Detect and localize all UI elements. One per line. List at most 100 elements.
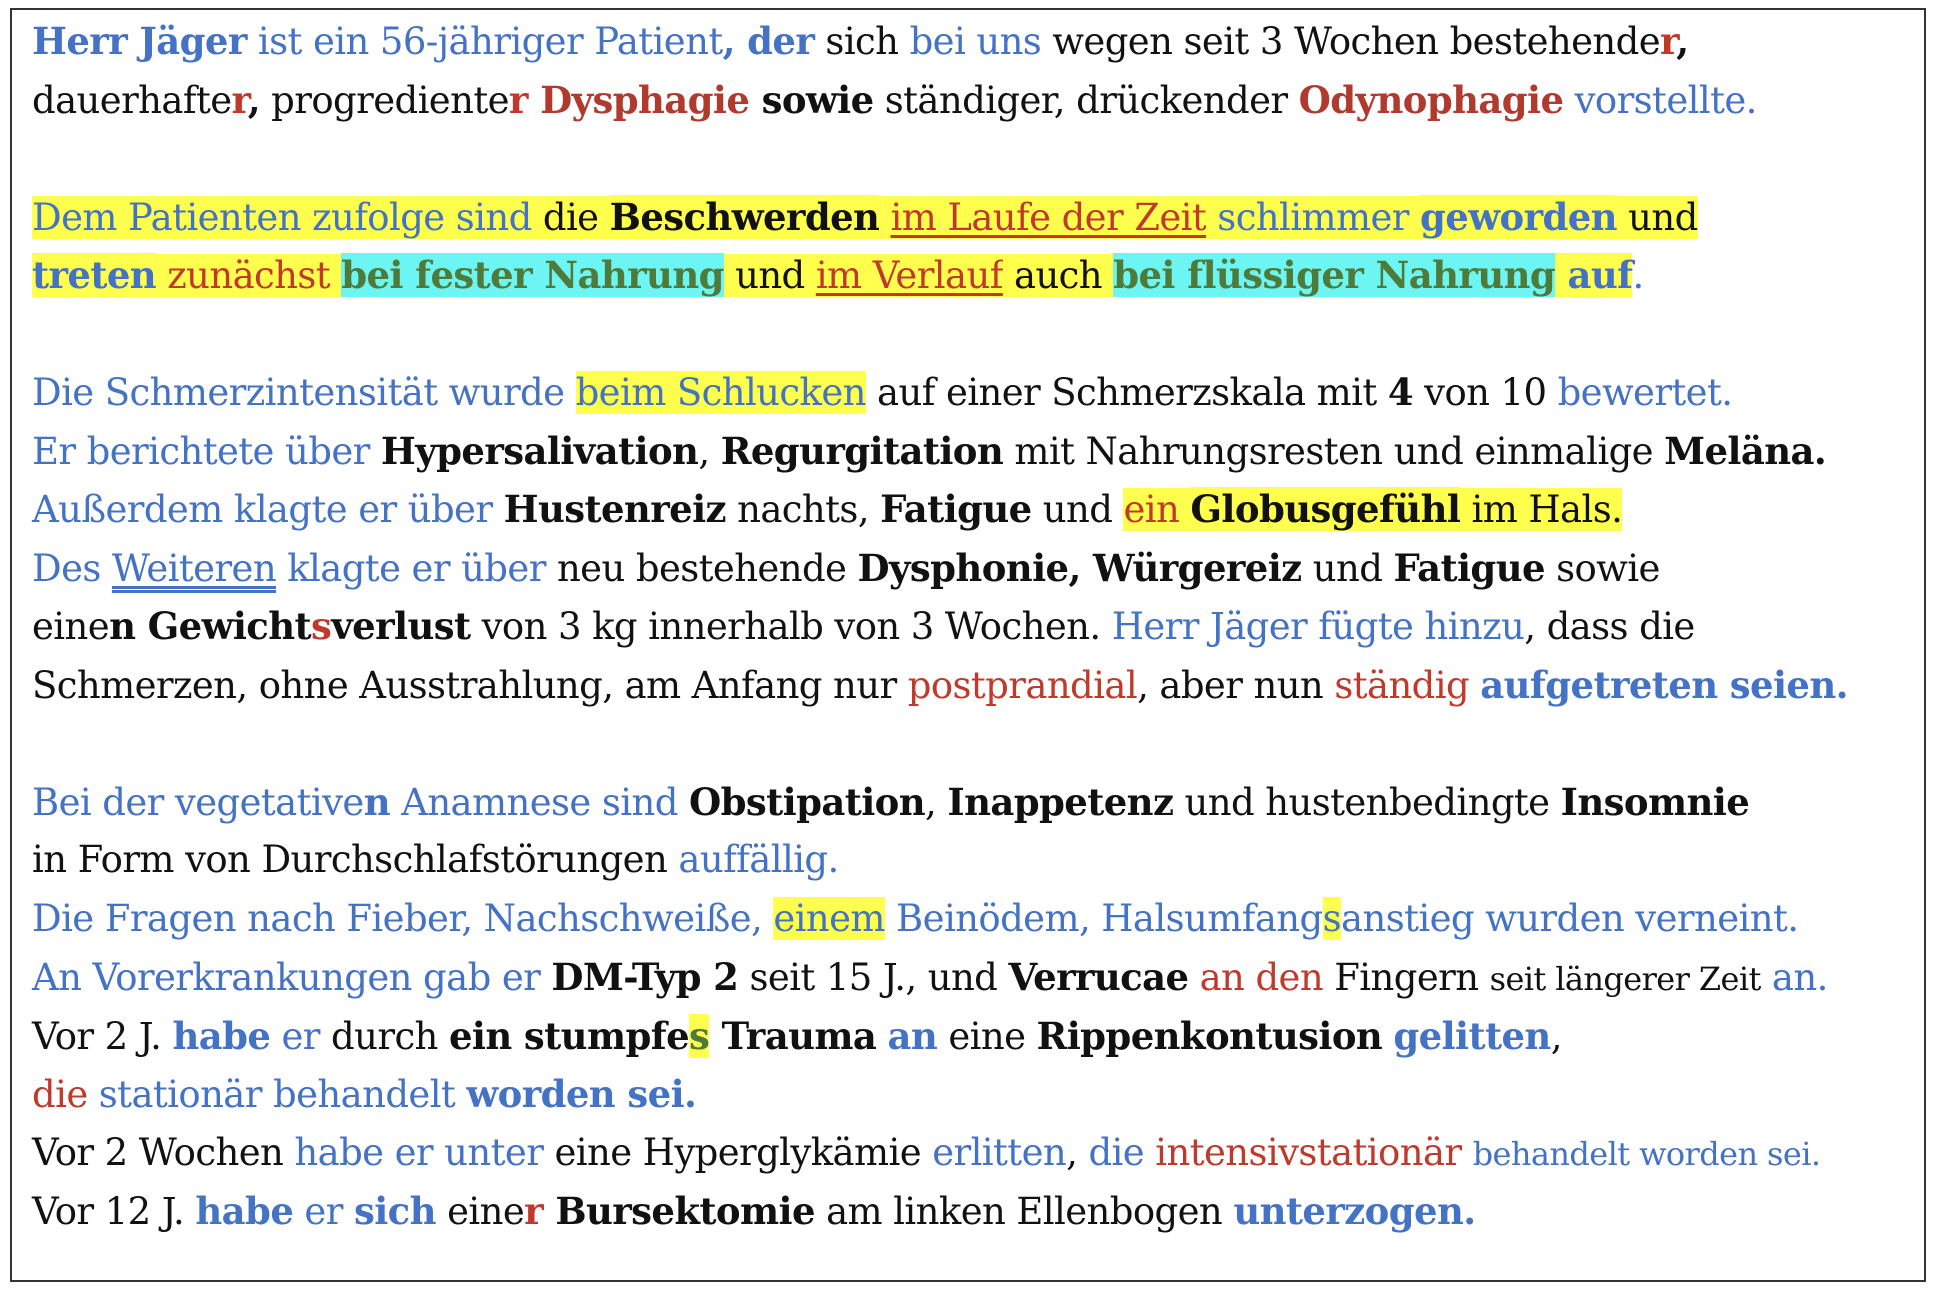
text-segment: im Laufe der Zeit <box>890 195 1207 239</box>
text-segment <box>1469 664 1480 707</box>
text-segment: zunächst <box>156 254 342 297</box>
text-segment: und <box>1031 488 1124 531</box>
text-segment: s <box>689 1013 710 1058</box>
text-segment: Vor 2 J. <box>32 1014 173 1058</box>
text-line: Er berichtete über Hypersalivation, Regu… <box>32 422 1902 481</box>
text-segment: . <box>1632 254 1644 297</box>
text-segment: n Gewicht <box>109 604 312 648</box>
text-segment: bewertet. <box>1557 371 1733 414</box>
text-segment: r <box>231 77 249 122</box>
text-segment: die <box>32 1073 88 1116</box>
text-line: die stationär behandelt worden sei. <box>32 1065 1902 1124</box>
text-segment: eine <box>937 1014 1037 1058</box>
text-segment: eine <box>435 1190 525 1233</box>
text-segment: auf <box>1555 253 1633 297</box>
text-segment: habe <box>172 1013 271 1058</box>
text-line: Die Schmerzintensität wurde beim Schluck… <box>32 363 1902 422</box>
text-segment: eine Hyperglykämie <box>543 1130 933 1174</box>
text-segment: und <box>1301 546 1394 590</box>
text-segment: nachts, <box>725 488 881 531</box>
text-line: treten zunächst bei fester Nahrung und i… <box>32 246 1902 305</box>
text-segment: durch <box>319 1014 449 1058</box>
text-segment <box>1144 1131 1155 1174</box>
text-segment: sich <box>353 1189 437 1233</box>
text-line: Herr Jäger ist ein 56-jähriger Patient, … <box>32 12 1902 71</box>
text-segment: intensivstationär <box>1155 1130 1462 1174</box>
text-segment: anstieg wurden verneint. <box>1341 896 1799 940</box>
text-segment: vorstellte. <box>1563 78 1758 122</box>
text-line: Die Fragen nach Fieber, Nachschweiße, ei… <box>32 890 1902 949</box>
text-segment: behandelt worden sei. <box>1472 1134 1821 1173</box>
text-line: Des Weiteren klagte er über neu bestehen… <box>32 539 1902 598</box>
text-line: An Vorerkrankungen gab er DM-Typ 2 seit … <box>32 948 1902 1007</box>
text-line: Bei der vegetativen Anamnese sind Obstip… <box>32 773 1902 832</box>
text-segment: , <box>247 77 261 122</box>
text-segment: Bursektomie <box>543 1189 815 1233</box>
text-segment: seit 15 J., und <box>738 956 1009 999</box>
text-segment: Die Schmerzintensität wurde <box>32 371 576 414</box>
text-segment: 4 <box>1387 370 1414 414</box>
text-segment: Dem Patienten zufolge sind <box>32 195 532 239</box>
text-segment <box>1188 956 1199 999</box>
text-segment: Insomnie <box>1560 779 1750 824</box>
text-segment <box>1462 1131 1473 1174</box>
text-segment: Dysphagie <box>527 77 750 122</box>
text-segment: Meläna. <box>1664 428 1827 473</box>
text-segment: ein stumpfe <box>448 1013 690 1058</box>
text-segment: seit längerer Zeit <box>1489 960 1762 998</box>
text-segment: an den <box>1199 956 1324 999</box>
text-segment: Vor 2 Wochen <box>32 1130 295 1174</box>
text-segment: neu bestehende <box>545 546 858 590</box>
text-segment: , <box>698 429 721 473</box>
text-segment: im Verlauf <box>815 254 1003 297</box>
text-segment: Bei der vegetative <box>32 780 364 824</box>
text-segment: postprandial <box>907 663 1138 707</box>
text-segment: n <box>363 779 391 824</box>
text-segment: eine <box>32 605 110 648</box>
text-segment: gelitten <box>1393 1013 1551 1058</box>
text-segment: DM-Typ 2 <box>551 955 739 999</box>
text-segment: habe er unter <box>294 1130 544 1174</box>
text-segment: worden sei. <box>466 1072 697 1116</box>
text-segment: Beinödem, Halsumfang <box>884 896 1323 940</box>
text-line: Außerdem klagte er über Hustenreiz nacht… <box>32 480 1902 539</box>
text-segment: dauerhafte <box>32 78 232 122</box>
text-segment: r <box>1660 19 1677 63</box>
text-segment: , der <box>722 19 815 63</box>
text-line: Schmerzen, ohne Ausstrahlung, am Anfang … <box>32 656 1902 715</box>
text-segment <box>1382 1015 1393 1058</box>
paragraph-gap <box>32 129 1902 188</box>
text-segment: Rippenkontusion <box>1036 1013 1383 1058</box>
paragraph-2: Dem Patienten zufolge sind die Beschwerd… <box>32 188 1902 305</box>
text-segment: , dass die <box>1524 605 1695 648</box>
text-segment: Dysphonie, Würgereiz <box>857 545 1303 590</box>
text-line: Vor 2 Wochen habe er unter eine Hypergly… <box>32 1124 1902 1183</box>
paragraph-1: Herr Jäger ist ein 56-jähriger Patient, … <box>32 12 1902 129</box>
text-segment: habe <box>195 1189 294 1233</box>
text-segment: auch <box>1002 254 1114 297</box>
text-segment: schlimmer <box>1206 195 1421 239</box>
text-segment: Obstipation <box>688 779 926 824</box>
paragraph-3: Die Schmerzintensität wurde beim Schluck… <box>32 363 1902 714</box>
text-segment: ständig <box>1334 663 1470 707</box>
text-segment: und hustenbedingte <box>1173 780 1561 824</box>
text-segment: Trauma <box>709 1013 877 1058</box>
text-segment: stationär behandelt <box>87 1073 467 1116</box>
text-segment: verlust <box>331 604 471 648</box>
text-segment: Hustenreiz <box>503 487 727 531</box>
text-segment <box>879 195 891 239</box>
text-segment: r <box>524 1189 544 1233</box>
text-segment: in Form von Durchschlafstörungen <box>32 838 679 881</box>
text-segment: Herr Jäger fügte hinzu <box>1111 605 1525 648</box>
text-segment: , <box>1676 19 1689 63</box>
paragraph-4: Bei der vegetativen Anamnese sind Obstip… <box>32 773 1902 1241</box>
text-line: Vor 12 J. habe er sich einer Bursektomie… <box>32 1182 1902 1241</box>
text-segment: Fatigue <box>1393 545 1545 590</box>
text-segment: Hypersalivation <box>380 428 699 473</box>
text-segment: Inappetenz <box>947 779 1174 824</box>
text-segment: bei fester Nahrung <box>341 253 725 297</box>
text-segment: sich <box>814 20 910 63</box>
text-segment: beim Schlucken <box>575 371 866 414</box>
text-segment: Odynophagie <box>1298 77 1564 122</box>
text-segment: im Hals. <box>1460 488 1623 531</box>
